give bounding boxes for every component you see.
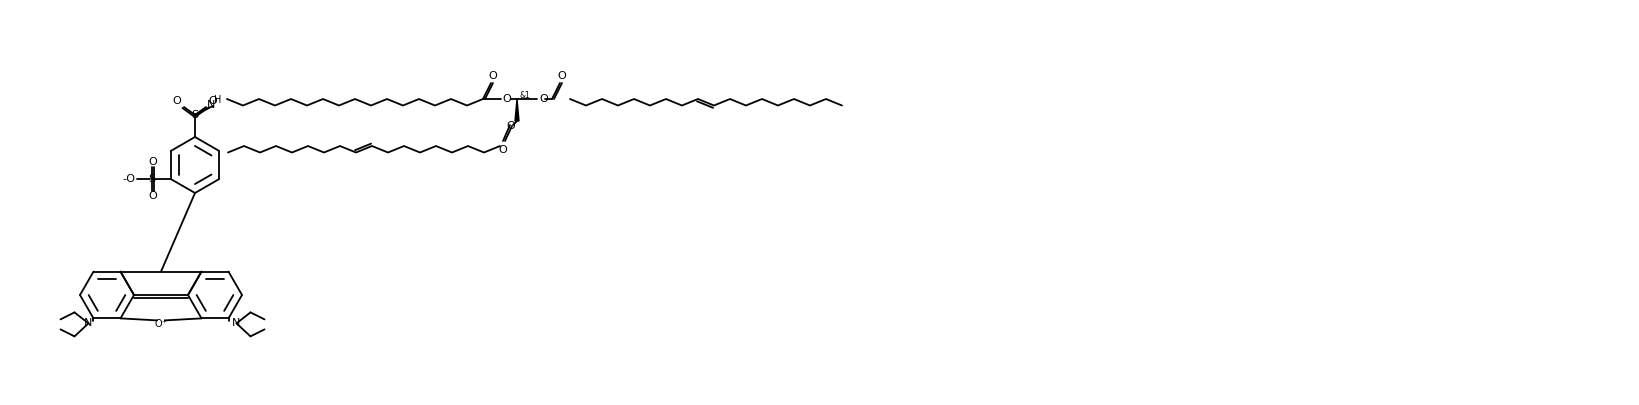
Text: N: N <box>207 100 215 110</box>
Text: O: O <box>498 145 508 155</box>
Text: O: O <box>172 96 182 106</box>
Text: S: S <box>192 110 198 120</box>
Text: O: O <box>557 71 567 81</box>
Text: O: O <box>539 94 549 104</box>
Text: -O: -O <box>123 174 136 184</box>
Text: S: S <box>148 174 156 184</box>
Text: O: O <box>506 121 515 131</box>
Text: O: O <box>503 94 511 104</box>
Text: O⁺: O⁺ <box>154 320 167 329</box>
Text: O: O <box>488 71 497 81</box>
Text: O: O <box>208 96 218 106</box>
Polygon shape <box>515 99 520 121</box>
Text: O: O <box>149 157 157 167</box>
Text: &1: &1 <box>520 90 531 100</box>
Text: N: N <box>233 318 241 328</box>
Text: O: O <box>149 191 157 201</box>
Text: N: N <box>84 318 93 328</box>
Text: H: H <box>215 95 221 105</box>
